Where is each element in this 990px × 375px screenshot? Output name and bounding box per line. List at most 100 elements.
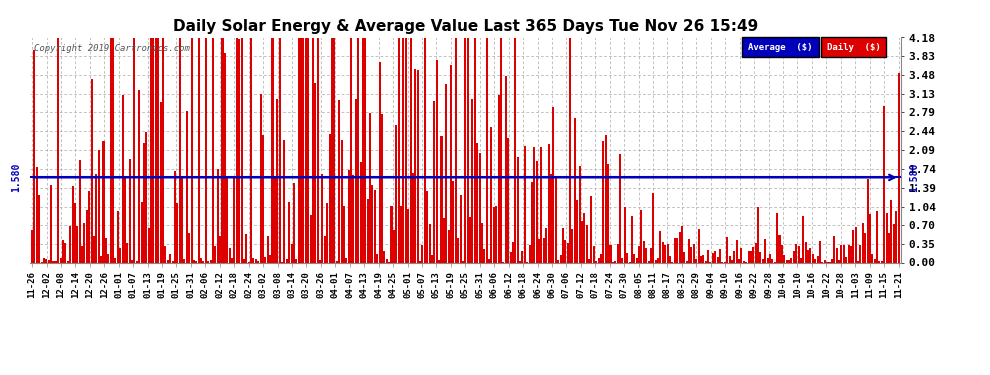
Bar xyxy=(54,261,56,262)
Bar xyxy=(188,233,190,262)
Bar xyxy=(305,38,307,262)
Bar xyxy=(241,38,243,262)
Bar xyxy=(476,143,478,262)
Bar xyxy=(324,236,326,262)
Bar xyxy=(517,157,519,262)
Bar xyxy=(362,38,364,262)
Bar xyxy=(750,251,752,262)
Bar xyxy=(849,246,852,262)
Bar xyxy=(662,242,664,262)
Bar xyxy=(250,38,252,262)
Bar xyxy=(93,236,95,262)
Bar xyxy=(619,154,621,262)
Bar xyxy=(110,38,112,262)
Bar xyxy=(69,226,71,262)
Bar xyxy=(736,240,738,262)
Bar xyxy=(129,159,131,262)
Bar xyxy=(298,38,300,262)
Bar xyxy=(193,260,195,262)
Bar xyxy=(52,261,54,262)
Bar xyxy=(878,261,880,262)
Bar xyxy=(383,251,385,262)
Bar xyxy=(162,38,164,262)
Bar xyxy=(614,261,616,262)
Bar xyxy=(95,174,97,262)
Bar xyxy=(347,170,349,262)
Bar xyxy=(636,258,638,262)
Bar xyxy=(105,238,107,262)
Bar xyxy=(419,261,421,262)
Bar xyxy=(541,147,543,262)
Bar xyxy=(152,38,154,262)
Bar xyxy=(459,195,461,262)
Bar xyxy=(824,261,826,262)
Bar xyxy=(759,252,761,262)
Bar xyxy=(176,203,178,262)
Bar xyxy=(234,177,236,262)
Bar xyxy=(586,225,588,262)
Bar xyxy=(786,260,788,262)
Bar xyxy=(74,203,76,262)
Bar xyxy=(429,225,431,262)
Bar xyxy=(427,190,429,262)
Bar xyxy=(141,202,143,262)
Bar xyxy=(346,258,347,262)
Bar xyxy=(531,183,533,262)
Bar xyxy=(757,207,759,262)
Bar xyxy=(150,38,152,262)
Bar xyxy=(647,261,649,262)
Bar xyxy=(269,255,271,262)
Bar xyxy=(154,38,156,262)
Bar xyxy=(59,258,61,262)
FancyBboxPatch shape xyxy=(821,38,886,57)
Bar xyxy=(650,248,652,262)
Bar xyxy=(36,167,38,262)
Bar xyxy=(307,38,309,262)
Bar xyxy=(217,169,219,262)
Bar xyxy=(554,176,556,262)
Bar xyxy=(407,209,409,262)
Bar xyxy=(519,261,521,262)
Bar xyxy=(139,90,141,262)
Bar xyxy=(112,38,114,262)
Bar xyxy=(550,174,552,262)
Bar xyxy=(866,178,868,262)
Bar xyxy=(788,260,790,262)
Bar xyxy=(800,258,802,262)
Bar xyxy=(514,38,517,262)
Bar xyxy=(747,251,749,262)
Bar xyxy=(100,256,102,262)
Bar xyxy=(31,230,33,262)
Bar xyxy=(131,260,133,262)
Bar xyxy=(159,102,161,262)
Bar xyxy=(698,230,700,262)
Bar xyxy=(386,258,388,262)
Bar xyxy=(741,248,742,262)
Bar xyxy=(512,242,514,262)
Bar xyxy=(369,113,371,262)
Bar xyxy=(317,38,319,262)
Bar xyxy=(319,260,321,262)
Bar xyxy=(405,38,407,262)
Bar xyxy=(464,38,466,262)
Bar xyxy=(819,241,821,262)
Bar xyxy=(898,74,900,262)
Bar xyxy=(752,247,754,262)
Bar xyxy=(622,258,624,262)
Bar xyxy=(371,185,373,262)
Bar xyxy=(552,107,554,262)
Bar xyxy=(357,38,359,262)
Bar xyxy=(157,38,159,262)
Bar xyxy=(695,258,697,262)
Bar xyxy=(557,260,559,262)
Bar xyxy=(742,261,744,262)
Bar xyxy=(207,261,209,262)
Bar xyxy=(354,99,356,262)
Bar xyxy=(312,38,314,262)
Bar xyxy=(474,38,476,262)
Bar xyxy=(219,236,221,262)
Bar xyxy=(436,60,438,262)
Bar xyxy=(886,213,888,262)
Bar xyxy=(107,254,109,262)
Bar xyxy=(783,255,785,262)
